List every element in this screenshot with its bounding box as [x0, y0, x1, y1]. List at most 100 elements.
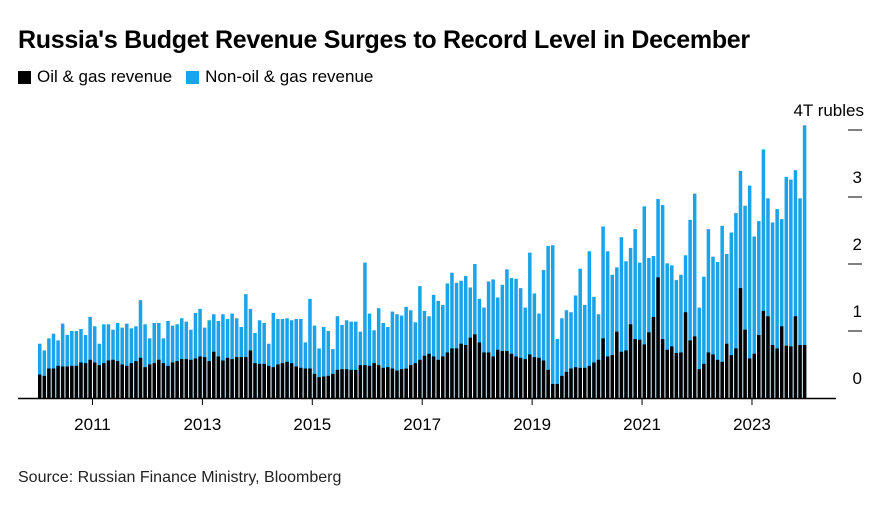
bar-oil-gas [331, 373, 335, 398]
bar-oil-gas [404, 368, 408, 398]
y-tick-label: 4T rubles [793, 101, 864, 120]
bar-non-oil-gas [564, 310, 569, 398]
bar-oil-gas [344, 369, 349, 398]
bar-non-oil-gas [404, 306, 408, 398]
bar-oil-gas [321, 376, 326, 398]
bar-oil-gas [198, 356, 202, 398]
bar-oil-gas [317, 377, 321, 398]
bar-oil-gas [793, 316, 798, 398]
bar-non-oil-gas [408, 310, 413, 398]
bar-oil-gas [486, 352, 491, 398]
bar-oil-gas [725, 343, 729, 398]
y-tick-label: 0 [853, 369, 862, 388]
bar-oil-gas [619, 351, 624, 398]
bar-oil-gas [436, 359, 440, 398]
bar-oil-gas [157, 359, 161, 398]
bar-non-oil-gas [550, 245, 555, 398]
bar-oil-gas [692, 336, 697, 398]
bar-non-oil-gas [486, 281, 491, 398]
bar-non-oil-gas [358, 331, 363, 398]
y-tick-label: 3 [853, 168, 862, 187]
bar-non-oil-gas [230, 313, 234, 398]
bar-non-oil-gas [743, 205, 747, 398]
bar-oil-gas [734, 348, 738, 398]
bar-non-oil-gas [798, 198, 802, 398]
bar-oil-gas [605, 356, 610, 398]
bar-non-oil-gas [331, 349, 335, 398]
bar-non-oil-gas [642, 206, 647, 398]
bar-non-oil-gas [633, 229, 637, 398]
bar-oil-gas [83, 363, 88, 398]
bar-oil-gas [583, 367, 587, 398]
bar-non-oil-gas [418, 286, 422, 398]
bar-non-oil-gas [257, 320, 262, 398]
bar-oil-gas [349, 369, 353, 398]
bar-non-oil-gas [738, 170, 743, 398]
bar-oil-gas [303, 368, 308, 398]
bar-non-oil-gas [125, 323, 129, 398]
bar-non-oil-gas [706, 229, 711, 398]
bar-oil-gas [239, 357, 244, 398]
bar-oil-gas [47, 368, 51, 398]
bar-oil-gas [267, 365, 271, 398]
bar-non-oil-gas [349, 321, 353, 398]
bar-oil-gas [770, 345, 775, 398]
bar-non-oil-gas [555, 339, 560, 398]
bar-oil-gas [628, 324, 633, 398]
bar-oil-gas [642, 344, 647, 398]
bar-oil-gas [674, 353, 679, 398]
bar-oil-gas [743, 329, 747, 398]
bar-oil-gas [427, 353, 431, 398]
bar-oil-gas [729, 355, 734, 398]
bar-oil-gas [74, 365, 79, 398]
bar-oil-gas [637, 339, 642, 398]
bar-non-oil-gas [729, 232, 734, 398]
bar-non-oil-gas [441, 304, 445, 398]
chart-title: Russia's Budget Revenue Surges to Record… [18, 26, 750, 54]
bar-oil-gas [115, 361, 120, 398]
bar-non-oil-gas [193, 312, 198, 398]
bar-non-oil-gas [596, 314, 601, 398]
bar-oil-gas [202, 357, 207, 398]
bar-oil-gas [38, 374, 42, 398]
bar-oil-gas [372, 363, 376, 398]
bar-oil-gas [647, 332, 651, 398]
bar-oil-gas [482, 352, 486, 398]
bar-non-oil-gas [170, 325, 175, 398]
bar-non-oil-gas [757, 221, 761, 398]
bar-non-oil-gas [395, 314, 399, 398]
bar-oil-gas [752, 353, 756, 398]
bar-non-oil-gas [720, 225, 724, 398]
bar-oil-gas [193, 358, 198, 398]
legend-label-oil-gas: Oil & gas revenue [37, 67, 173, 86]
bar-oil-gas [65, 366, 69, 398]
legend: Oil & gas revenue Non-oil & gas revenue [18, 67, 373, 87]
bar-non-oil-gas [92, 326, 97, 398]
bar-oil-gas [546, 369, 550, 398]
bar-non-oil-gas [624, 261, 628, 398]
bar-oil-gas [134, 361, 138, 398]
bar-oil-gas [299, 367, 303, 398]
bar-oil-gas [665, 349, 669, 398]
bar-oil-gas [413, 363, 418, 398]
bar-non-oil-gas [702, 276, 706, 398]
bar-oil-gas [468, 337, 473, 398]
bar-oil-gas [514, 356, 518, 398]
bar-oil-gas [633, 339, 637, 398]
bar-non-oil-gas [546, 245, 550, 398]
bar-non-oil-gas [143, 324, 147, 398]
bar-non-oil-gas [660, 205, 665, 398]
bar-oil-gas [79, 362, 83, 398]
bar-oil-gas [431, 356, 436, 398]
bar-oil-gas [555, 383, 560, 398]
bar-non-oil-gas [386, 326, 390, 398]
bar-non-oil-gas [198, 308, 202, 398]
bar-oil-gas [207, 361, 211, 398]
bar-non-oil-gas [74, 331, 79, 398]
bar-non-oil-gas [354, 321, 358, 398]
bar-oil-gas [363, 365, 367, 398]
bar-oil-gas [670, 346, 674, 398]
bar-non-oil-gas [289, 320, 294, 398]
bar-non-oil-gas [532, 293, 537, 398]
